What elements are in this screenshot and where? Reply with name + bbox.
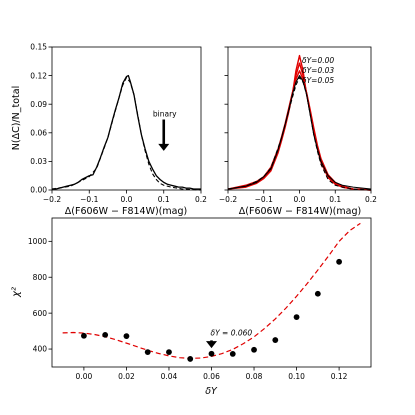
- x-tick-label: 0.1: [329, 195, 341, 204]
- panel-top-right-ticks: −0.2 −0.1 0.0 0.1 0.2: [219, 46, 377, 204]
- x-tick-label: 0.2: [365, 195, 377, 204]
- binary-annotation-text: binary: [153, 110, 177, 119]
- panel-top-right-reference-dashed-line: [227, 76, 372, 191]
- panel-bottom-plot: [62, 222, 361, 362]
- panel-top-left: −0.2 −0.1 0.0 0.1 0.2 0.00 0.03 0.06 0.09 0.12 0.1…: [11, 43, 207, 217]
- delta-y-arrow-head: [206, 341, 217, 349]
- x-tick-label: 0.10: [288, 372, 305, 381]
- chi-square-point: [166, 349, 172, 355]
- x-tick-label: 0.0: [294, 195, 306, 204]
- x-tick-label: 0.0: [121, 195, 133, 204]
- x-tick-label: −0.2: [43, 195, 61, 204]
- y-tick-label: 0.09: [30, 100, 47, 109]
- delta-y-annotation: δY = 0.060: [206, 328, 253, 349]
- x-tick-label: 0.06: [203, 372, 220, 381]
- chi-square-point: [81, 332, 87, 339]
- chi-square-point: [144, 349, 151, 355]
- panel-top-left-plot: [51, 74, 202, 191]
- chi-square-point: [272, 337, 279, 343]
- x-tick-label: −0.1: [80, 195, 98, 204]
- panel-top-left-series-dashed-line: [51, 76, 202, 191]
- panel-top-left-ticks: −0.2 −0.1 0.0 0.1 0.2 0.00 0.03 0.06 0.09 0.12 0.1…: [30, 43, 207, 204]
- panel-bottom-ticks: 0.00 0.02 0.04 0.06 0.08 0.10 0.12 400 600 800 100…: [28, 237, 348, 381]
- x-tick-label: −0.2: [219, 195, 237, 204]
- chi-square-point: [123, 333, 130, 340]
- panel-bottom-ylabel: χ²: [11, 287, 22, 298]
- x-tick-label: 0.12: [331, 372, 348, 381]
- x-tick-label: −0.1: [255, 195, 273, 204]
- panel-top-right-plot: [227, 54, 372, 191]
- panel-top-right-xlabel: Δ(F606W − F814W)(mag): [239, 206, 361, 217]
- x-tick-label: 0.2: [195, 195, 207, 204]
- chi-square-point: [293, 314, 300, 320]
- x-tick-label: 0.04: [161, 372, 178, 381]
- panel-top-right: −0.2 −0.1 0.0 0.1 0.2 Δ(F606W − F814W)(mag) …: [219, 46, 377, 217]
- y-tick-label: 800: [33, 273, 48, 282]
- panel-top-right-reference-solid-line: [227, 75, 372, 190]
- chi-square-point: [102, 331, 109, 338]
- y-tick-label: 0.12: [30, 71, 47, 80]
- binary-arrow-head: [158, 143, 170, 151]
- binary-annotation: binary: [153, 110, 177, 151]
- legend-entry: δY=0.05: [302, 76, 334, 85]
- y-tick-label: 0.06: [30, 129, 47, 138]
- x-tick-label: 0.02: [118, 372, 135, 381]
- panel-bottom: 0.00 0.02 0.04 0.06 0.08 0.10 0.12 400 600 800 100…: [11, 217, 372, 397]
- legend-entry: δY=0.03: [302, 66, 334, 75]
- chi-square-point: [251, 346, 257, 353]
- chi-square-point: [229, 350, 236, 357]
- legend-entry: δY=0.00: [302, 56, 334, 65]
- panel-bottom-xlabel: δY: [205, 386, 218, 397]
- y-tick-label: 600: [33, 309, 48, 318]
- y-tick-label: 0.15: [30, 43, 47, 52]
- x-tick-label: 0.1: [158, 195, 170, 204]
- y-tick-label: 1000: [28, 237, 47, 246]
- x-tick-label: 0.00: [76, 372, 93, 381]
- y-tick-label: 0.00: [30, 186, 47, 195]
- chi-square-point: [314, 290, 321, 297]
- delta-y-annotation-text: δY = 0.060: [211, 328, 253, 337]
- x-tick-label: 0.08: [246, 372, 263, 381]
- y-tick-label: 0.03: [30, 157, 47, 166]
- chi-square-point: [336, 258, 342, 265]
- panel-top-left-xlabel: Δ(F606W − F814W)(mag): [65, 206, 187, 217]
- y-tick-label: 400: [33, 345, 48, 354]
- panel-top-left-ylabel: N(ΔC)/N_total: [11, 86, 22, 150]
- chi-square-point: [187, 356, 194, 362]
- chi-square-point: [208, 350, 215, 357]
